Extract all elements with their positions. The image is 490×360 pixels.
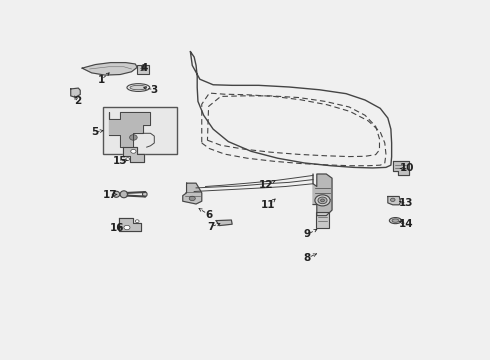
Polygon shape [123,148,144,162]
Text: 3: 3 [150,85,158,95]
Text: 12: 12 [259,180,273,190]
Text: 16: 16 [110,222,124,233]
Bar [137,64,148,74]
Ellipse shape [120,191,128,198]
Bar [103,107,177,154]
Text: 13: 13 [399,198,413,208]
Circle shape [391,198,395,202]
Text: 17: 17 [102,190,117,200]
Text: 8: 8 [304,253,311,263]
Text: 10: 10 [399,163,414,174]
Polygon shape [82,63,137,75]
Bar [316,212,329,228]
Text: 11: 11 [261,201,275,210]
Polygon shape [71,88,80,97]
Ellipse shape [143,192,147,197]
Circle shape [135,220,139,222]
Ellipse shape [390,217,401,224]
Text: 1: 1 [98,75,105,85]
Text: 5: 5 [91,127,98,137]
Circle shape [189,196,196,201]
Text: 2: 2 [74,96,81,107]
Circle shape [131,149,136,153]
Polygon shape [388,197,400,205]
Text: 15: 15 [113,156,127,166]
Polygon shape [393,161,409,175]
Ellipse shape [127,84,150,91]
Ellipse shape [113,191,120,197]
Text: 6: 6 [205,210,212,220]
Ellipse shape [392,219,399,222]
Polygon shape [183,183,202,204]
Polygon shape [313,174,332,216]
Text: 7: 7 [207,222,214,232]
Circle shape [129,135,137,140]
Polygon shape [120,219,141,231]
Circle shape [124,225,130,230]
Polygon shape [216,220,232,226]
Circle shape [315,195,330,206]
Circle shape [320,199,324,202]
Text: 4: 4 [140,63,147,73]
Circle shape [126,158,129,161]
Text: 14: 14 [399,219,414,229]
Circle shape [318,197,327,204]
Text: 9: 9 [304,229,311,239]
Ellipse shape [130,85,147,90]
Polygon shape [109,112,150,147]
